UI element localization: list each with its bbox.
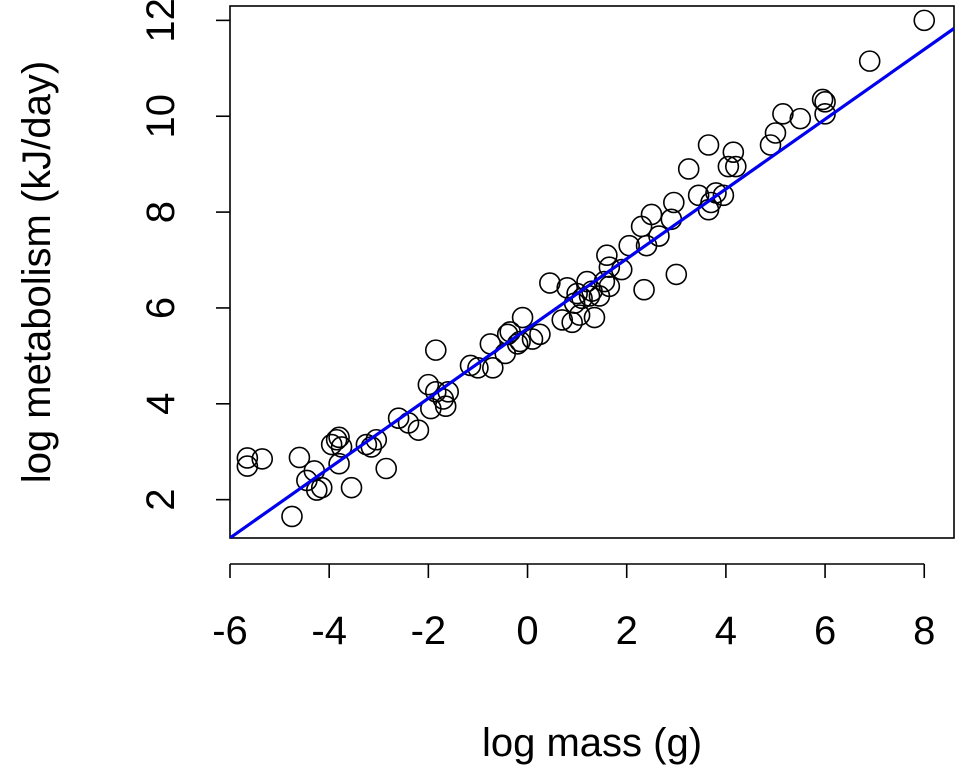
y-tick-label: 12: [139, 0, 183, 43]
data-point: [598, 275, 621, 298]
data-point: [521, 328, 544, 350]
data-point: [328, 426, 350, 449]
data-point: [789, 107, 812, 130]
y-tick-label: 6: [139, 297, 183, 319]
data-point: [811, 88, 834, 111]
data-point: [310, 476, 333, 499]
regression-line: [230, 27, 954, 538]
data-points: [236, 9, 936, 528]
data-point: [717, 155, 740, 178]
x-tick-label: 4: [715, 609, 737, 653]
plot-frame: [229, 5, 955, 539]
data-point: [355, 433, 378, 456]
data-point: [434, 395, 457, 417]
x-tick-label: 0: [516, 609, 538, 653]
data-point: [407, 419, 430, 441]
data-point: [551, 309, 574, 331]
data-point: [568, 304, 591, 326]
data-point: [539, 272, 561, 294]
data-point: [424, 381, 447, 403]
data-point: [529, 323, 551, 346]
data-point: [687, 184, 710, 207]
x-tick-label: -4: [311, 609, 347, 653]
data-point: [722, 141, 745, 163]
data-point: [700, 191, 722, 214]
data-point: [236, 455, 259, 477]
y-tick-label: 8: [139, 201, 183, 223]
data-point: [764, 122, 787, 144]
data-point: [288, 446, 311, 469]
data-point: [772, 103, 794, 125]
x-axis: -6 -4 -2 0 2 4 6 8: [212, 563, 935, 653]
regression-line-group: [230, 27, 954, 538]
x-tick-label: 6: [814, 609, 836, 653]
data-point: [387, 407, 410, 429]
data-point: [858, 50, 881, 72]
data-point: [424, 339, 447, 361]
data-point: [236, 447, 259, 469]
data-point: [648, 225, 670, 247]
x-axis-title: log mass (g): [482, 721, 702, 765]
x-tick-label: -6: [212, 609, 248, 653]
data-point: [417, 373, 440, 396]
data-point: [913, 9, 936, 32]
data-point: [328, 452, 350, 475]
data-point: [697, 134, 720, 156]
y-tick-label: 4: [139, 393, 183, 415]
data-point: [633, 278, 655, 301]
data-point: [320, 433, 343, 456]
data-point: [340, 476, 363, 499]
data-point: [281, 505, 303, 528]
data-point: [365, 428, 388, 451]
data-point: [759, 134, 782, 156]
data-point: [598, 256, 621, 279]
data-point: [467, 357, 489, 379]
data-point: [725, 155, 747, 178]
x-tick-label: 8: [913, 609, 935, 653]
data-point: [814, 91, 836, 113]
data-point: [712, 184, 735, 207]
data-point: [305, 479, 328, 501]
y-tick-label: 2: [139, 489, 183, 511]
data-point: [663, 191, 685, 214]
y-axis: 2 4 6 8 10 12: [139, 0, 230, 511]
y-axis-title: log metabolism (kJ/day): [15, 61, 59, 483]
y-tick-label: 10: [139, 94, 183, 139]
data-point: [677, 158, 700, 180]
data-point: [665, 263, 688, 286]
x-tick-label: -2: [411, 609, 447, 653]
data-point: [583, 306, 606, 329]
data-point: [330, 436, 353, 458]
x-tick-label: 2: [616, 609, 638, 653]
data-point: [511, 306, 534, 329]
data-point: [596, 244, 618, 267]
data-point: [482, 357, 504, 379]
data-point: [251, 448, 274, 470]
data-point: [325, 428, 348, 451]
data-point: [640, 203, 663, 226]
data-point: [375, 457, 398, 480]
